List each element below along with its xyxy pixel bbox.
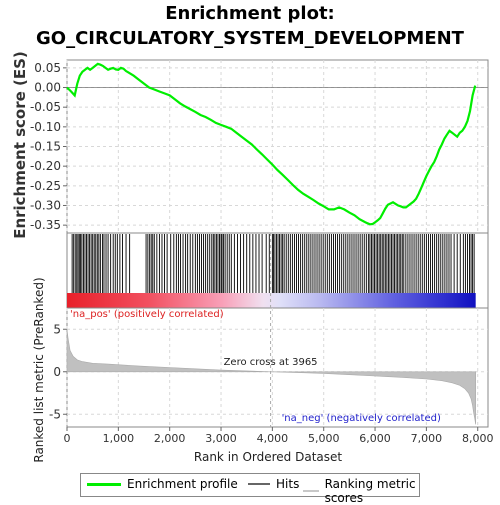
legend-label-hits: Hits <box>276 477 300 491</box>
zero-cross-label: Zero cross at 3965 <box>224 357 318 368</box>
x-tick-label: 7,000 <box>411 432 443 445</box>
hits-panel <box>66 232 489 309</box>
legend-label-ranking: Ranking metric scores <box>324 477 416 505</box>
legend-item-enrichment: Enrichment profile <box>87 477 238 491</box>
x-tick-label: 2,000 <box>154 432 186 445</box>
legend-swatch-hits <box>248 483 270 485</box>
legend-item-ranking: Ranking metric scores <box>303 477 419 505</box>
x-tick-label: 1,000 <box>103 432 135 445</box>
x-tick-label: 6,000 <box>359 432 391 445</box>
es-tick-label: -0.25 <box>30 179 61 193</box>
es-tick-label: -0.20 <box>30 159 61 173</box>
x-tick-label: 0 <box>64 432 71 445</box>
es-axis-label: Enrichment score (ES) <box>11 51 29 239</box>
legend: Enrichment profile Hits Ranking metric s… <box>80 473 420 505</box>
es-tick-label: -0.35 <box>30 218 61 232</box>
ranking-metric-area <box>66 329 476 425</box>
x-axis-label: Rank in Ordered Dataset <box>194 450 342 464</box>
enrichment-profile-line <box>66 62 477 226</box>
legend-item-hits: Hits <box>248 477 299 491</box>
legend-swatch-ranking <box>303 490 319 492</box>
es-tick-label: -0.05 <box>30 100 61 114</box>
chart-title-line1: Enrichment plot: <box>165 3 335 24</box>
rank-color-bar <box>67 293 476 308</box>
es-tick-label: -0.10 <box>30 120 61 134</box>
es-panel: 0.05 0.00 -0.05 -0.10 -0.15 -0.20 -0.25 -0.30 -0… <box>30 59 489 234</box>
es-tick-label: -0.30 <box>30 198 61 212</box>
x-tick-label: 3,000 <box>205 432 237 445</box>
ranking-tick-label: -5 <box>49 407 61 421</box>
ranking-tick-label: 5 <box>53 322 61 336</box>
chart-title-line2: GO_CIRCULATORY_SYSTEM_DEVELOPMENT <box>36 28 464 49</box>
x-tick-label: 8,000 <box>462 432 494 445</box>
ranking-axis-label: Ranked list metric (PreRanked) <box>32 277 46 462</box>
legend-label-enrichment: Enrichment profile <box>127 477 238 491</box>
ranking-tick-label: 0 <box>53 365 61 379</box>
pos-correlated-label: 'na_pos' (positively correlated) <box>70 309 224 320</box>
es-tick-label: -0.15 <box>30 140 61 154</box>
es-tick-label: 0.00 <box>34 81 61 95</box>
legend-swatch-enrichment <box>87 482 121 486</box>
x-tick-label: 4,000 <box>257 432 289 445</box>
x-tick-label: 5,000 <box>308 432 340 445</box>
es-tick-label: 0.05 <box>34 61 61 75</box>
neg-correlated-label: 'na_neg' (negatively correlated) <box>282 413 441 424</box>
